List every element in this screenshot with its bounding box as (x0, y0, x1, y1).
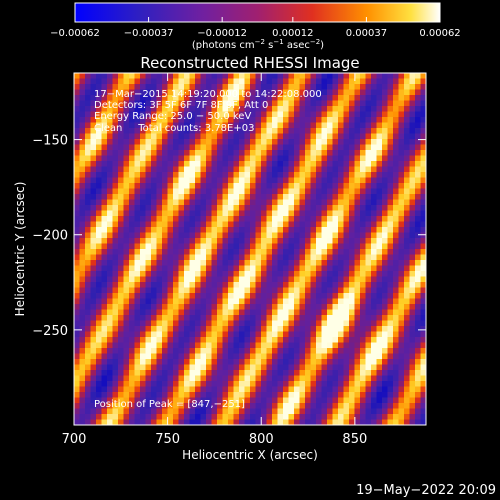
footer-timestamp: 19−May−2022 20:09 (356, 483, 496, 498)
colorbar-tick-label: −0.00062 (50, 28, 100, 39)
plot-frame (73, 72, 427, 426)
annotation-detectors: Detectors: 3F 5F 6F 7F 8F 9F, Att 0 (94, 100, 268, 111)
colorbar-tick-label: −0.00012 (197, 28, 247, 39)
peak-position-label: Position of Peak = [847,−251] (94, 399, 245, 410)
y-tick-label: −150 (32, 134, 68, 149)
chart-title: Reconstructed RHESSI Image (140, 54, 359, 72)
y-axis-label: Heliocentric Y (arcsec) (13, 182, 27, 317)
axis-ticks: 700 750 800 850 −250 −200 −150 (32, 73, 426, 447)
x-axis-label: Heliocentric X (arcsec) (182, 448, 318, 462)
colorbar-tick-label: 0.00037 (346, 28, 387, 39)
y-tick-label: −250 (32, 324, 68, 339)
annotation-time-range: 17−Mar−2015 14:19:20.000 to 14:22:08.000 (94, 89, 322, 100)
colorbar-tick-label: 0.00012 (272, 28, 313, 39)
colorbar-tick-label: 0.00062 (419, 28, 460, 39)
annotation-total-counts: Clean Total counts: 3.78E+03 (94, 123, 254, 134)
colorbar-units: (photons cm−2 s−1 asec−2) (192, 38, 324, 51)
colorbar (74, 2, 441, 23)
y-tick-label: −200 (32, 229, 68, 244)
x-tick-label: 750 (155, 432, 180, 447)
x-tick-label: 800 (249, 432, 274, 447)
x-tick-label: 850 (342, 432, 367, 447)
annotation-energy-range: Energy Range: 25.0 − 50.0 keV (94, 111, 251, 122)
colorbar-ticks: −0.00062 −0.00037 −0.00012 0.00012 0.00037 0.… (50, 17, 461, 39)
heatmap-image (74, 73, 426, 425)
x-tick-label: 700 (62, 432, 87, 447)
colorbar-tick-label: −0.00037 (124, 28, 174, 39)
